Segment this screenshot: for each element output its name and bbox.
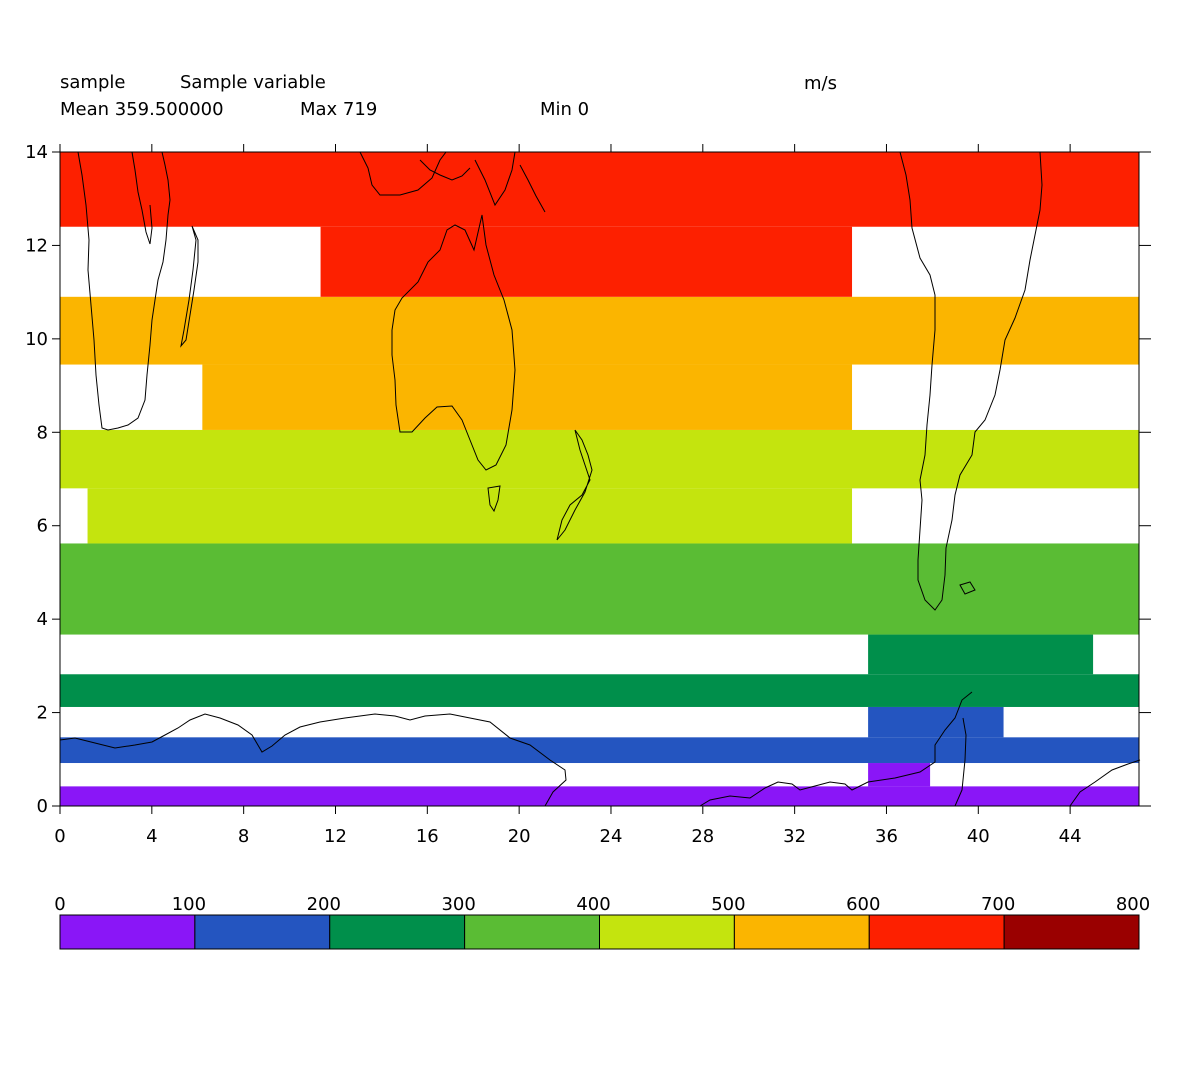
colorbar: 0 100 200 300 400 500 600 700 800 bbox=[54, 894, 1150, 950]
colorbar-swatch-3 bbox=[464, 914, 600, 950]
x-tick-label: 36 bbox=[875, 826, 898, 847]
plot-border bbox=[59, 151, 1140, 807]
colorbar-swatch-2 bbox=[329, 914, 466, 950]
heatmap-cell-6 bbox=[60, 543, 1139, 635]
x-tick-label: 28 bbox=[691, 826, 714, 847]
coastline-south-america bbox=[77, 151, 171, 431]
y-tick-label: 6 bbox=[37, 516, 48, 537]
y-tick-label: 10 bbox=[25, 329, 48, 350]
coastline-new-zealand bbox=[556, 429, 593, 541]
heatmap-cell-3 bbox=[868, 706, 1004, 738]
x-tick-label: 24 bbox=[600, 826, 623, 847]
y-axis: 0 2 4 6 8 10 12 14 bbox=[25, 142, 1151, 817]
y-tick-label: 2 bbox=[37, 703, 48, 724]
heatmap-cell-5 bbox=[868, 634, 1094, 675]
variable-name: sample bbox=[60, 72, 126, 93]
heatmap-cell-2 bbox=[60, 737, 1139, 764]
max-stat: Max 719 bbox=[300, 99, 378, 120]
coastline-antarctica bbox=[59, 713, 567, 807]
colorbar-swatch-5 bbox=[733, 914, 870, 950]
coastline-overlay bbox=[59, 151, 1141, 807]
colorbar-level-label: 200 bbox=[307, 894, 341, 915]
x-tick-label: 40 bbox=[967, 826, 990, 847]
x-tick-label: 8 bbox=[238, 826, 249, 847]
coastline-australia bbox=[359, 151, 516, 471]
colorbar-swatch-7 bbox=[1003, 914, 1140, 950]
colorbar-level-label: 0 bbox=[54, 894, 65, 915]
colorbar-level-label: 800 bbox=[1116, 894, 1150, 915]
coastline-peninsula-left bbox=[180, 225, 199, 348]
heatmap-cell-0 bbox=[60, 786, 1139, 806]
y-tick-label: 12 bbox=[25, 235, 48, 256]
units-label: m/s bbox=[804, 73, 837, 94]
colorbar-level-label: 700 bbox=[981, 894, 1015, 915]
colorbar-swatch-1 bbox=[194, 914, 331, 950]
y-tick-label: 4 bbox=[37, 609, 48, 630]
coastline-south-america-inner bbox=[131, 151, 153, 245]
colorbar-level-label: 600 bbox=[846, 894, 880, 915]
coastline-antarctica-right bbox=[1069, 759, 1141, 807]
colorbar-swatch-4 bbox=[599, 914, 735, 950]
coastline-africa bbox=[899, 151, 1043, 611]
colorbar-level-label: 500 bbox=[711, 894, 745, 915]
x-axis: 0 4 8 12 16 20 24 28 32 36 40 44 bbox=[54, 144, 1082, 847]
heatmap-cell-10 bbox=[60, 296, 1139, 365]
coastline-madagascar bbox=[959, 581, 976, 595]
colorbar-level-label: 100 bbox=[172, 894, 206, 915]
x-tick-label: 32 bbox=[783, 826, 806, 847]
x-tick-label: 0 bbox=[54, 826, 65, 847]
heatmap-cell-7 bbox=[87, 488, 853, 544]
plot-frame bbox=[59, 151, 1140, 807]
heatmap-cell-11 bbox=[320, 226, 853, 297]
y-tick-label: 8 bbox=[37, 422, 48, 443]
x-tick-label: 4 bbox=[146, 826, 157, 847]
colorbar-level-label: 400 bbox=[576, 894, 610, 915]
x-tick-label: 44 bbox=[1059, 826, 1082, 847]
coastline-islands-north bbox=[419, 151, 546, 213]
heatmap-cell-8 bbox=[60, 429, 1139, 489]
coastline-tasmania bbox=[487, 485, 501, 513]
mean-stat: Mean 359.500000 bbox=[60, 99, 224, 120]
heatmap-cell-4 bbox=[60, 674, 1139, 707]
y-tick-label: 14 bbox=[25, 142, 48, 163]
x-tick-label: 12 bbox=[324, 826, 347, 847]
x-tick-label: 20 bbox=[508, 826, 531, 847]
heatmap-cell-9 bbox=[202, 364, 853, 430]
variable-long-name: Sample variable bbox=[180, 72, 326, 93]
heatmap-cell-12 bbox=[60, 152, 1139, 227]
min-stat: Min 0 bbox=[540, 99, 590, 120]
heatmap-cells bbox=[60, 152, 1139, 806]
x-tick-label: 16 bbox=[416, 826, 439, 847]
coastline-antarctica-east bbox=[699, 691, 973, 807]
y-tick-label: 0 bbox=[37, 796, 48, 817]
colorbar-level-label: 300 bbox=[441, 894, 475, 915]
colorbar-swatch-6 bbox=[868, 914, 1005, 950]
colorbar-swatch-0 bbox=[59, 914, 196, 950]
heatmap-cell-1 bbox=[868, 763, 931, 787]
